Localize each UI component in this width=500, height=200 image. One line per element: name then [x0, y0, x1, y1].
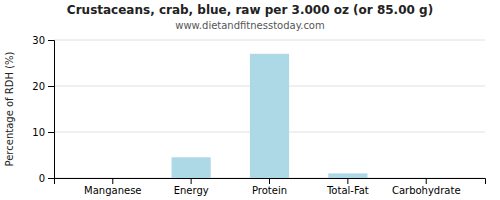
y-tick-label: 10	[32, 127, 45, 138]
y-axis-line	[48, 41, 55, 179]
x-tick-label: Protein	[252, 185, 287, 196]
x-tick: Total-Fat	[326, 178, 369, 196]
y-tick-label: 0	[39, 173, 45, 184]
x-tick: Energy	[174, 178, 209, 196]
y-tick-mark	[48, 40, 54, 41]
x-tick-mark	[112, 178, 113, 184]
bar	[250, 54, 289, 178]
x-tick-label: Manganese	[84, 185, 141, 196]
x-tick-mark	[347, 178, 348, 184]
x-tick-mark	[269, 178, 270, 184]
x-axis-line	[55, 179, 486, 185]
y-tick: 10	[32, 127, 54, 138]
chart-svg: Crustaceans, crab, blue, raw per 3.000 o…	[0, 0, 500, 200]
grid	[54, 40, 485, 178]
x-tick-label: Carbohydrate	[392, 185, 461, 196]
x-tick-mark	[426, 178, 427, 184]
subtitle: www.dietandfitnesstoday.com	[175, 20, 324, 31]
title: Crustaceans, crab, blue, raw per 3.000 o…	[67, 3, 433, 17]
bar	[93, 178, 132, 179]
y-tick-label: 20	[32, 81, 45, 92]
plot-area: 0 10 20 30 Manganese Energy Protein Total-Fat Ca…	[32, 35, 485, 196]
x-tick-label: Energy	[174, 185, 209, 196]
x-tick: Carbohydrate	[392, 178, 461, 196]
y-tick: 30	[32, 35, 54, 46]
grid-line	[54, 40, 485, 41]
y-tick: 0	[39, 173, 54, 184]
x-tick-label: Total-Fat	[326, 185, 369, 196]
bar	[407, 178, 446, 179]
y-tick: 20	[32, 81, 54, 92]
bar	[328, 173, 367, 178]
x-tick-mark	[191, 178, 192, 184]
x-tick: Manganese	[84, 178, 141, 196]
x-axis: Manganese Energy Protein Total-Fat Carbohydr…	[55, 178, 486, 196]
bars	[172, 54, 368, 178]
bar	[172, 157, 211, 178]
y-axis-label: Percentage of RDH (%)	[4, 51, 15, 166]
y-tick-mark	[48, 132, 54, 133]
x-tick: Protein	[252, 178, 287, 196]
y-axis: 0 10 20 30	[32, 35, 54, 184]
y-tick-label: 30	[32, 35, 45, 46]
y-tick-mark	[48, 86, 54, 87]
chart-container: Crustaceans, crab, blue, raw per 3.000 o…	[0, 0, 500, 200]
y-tick-mark	[48, 178, 54, 179]
